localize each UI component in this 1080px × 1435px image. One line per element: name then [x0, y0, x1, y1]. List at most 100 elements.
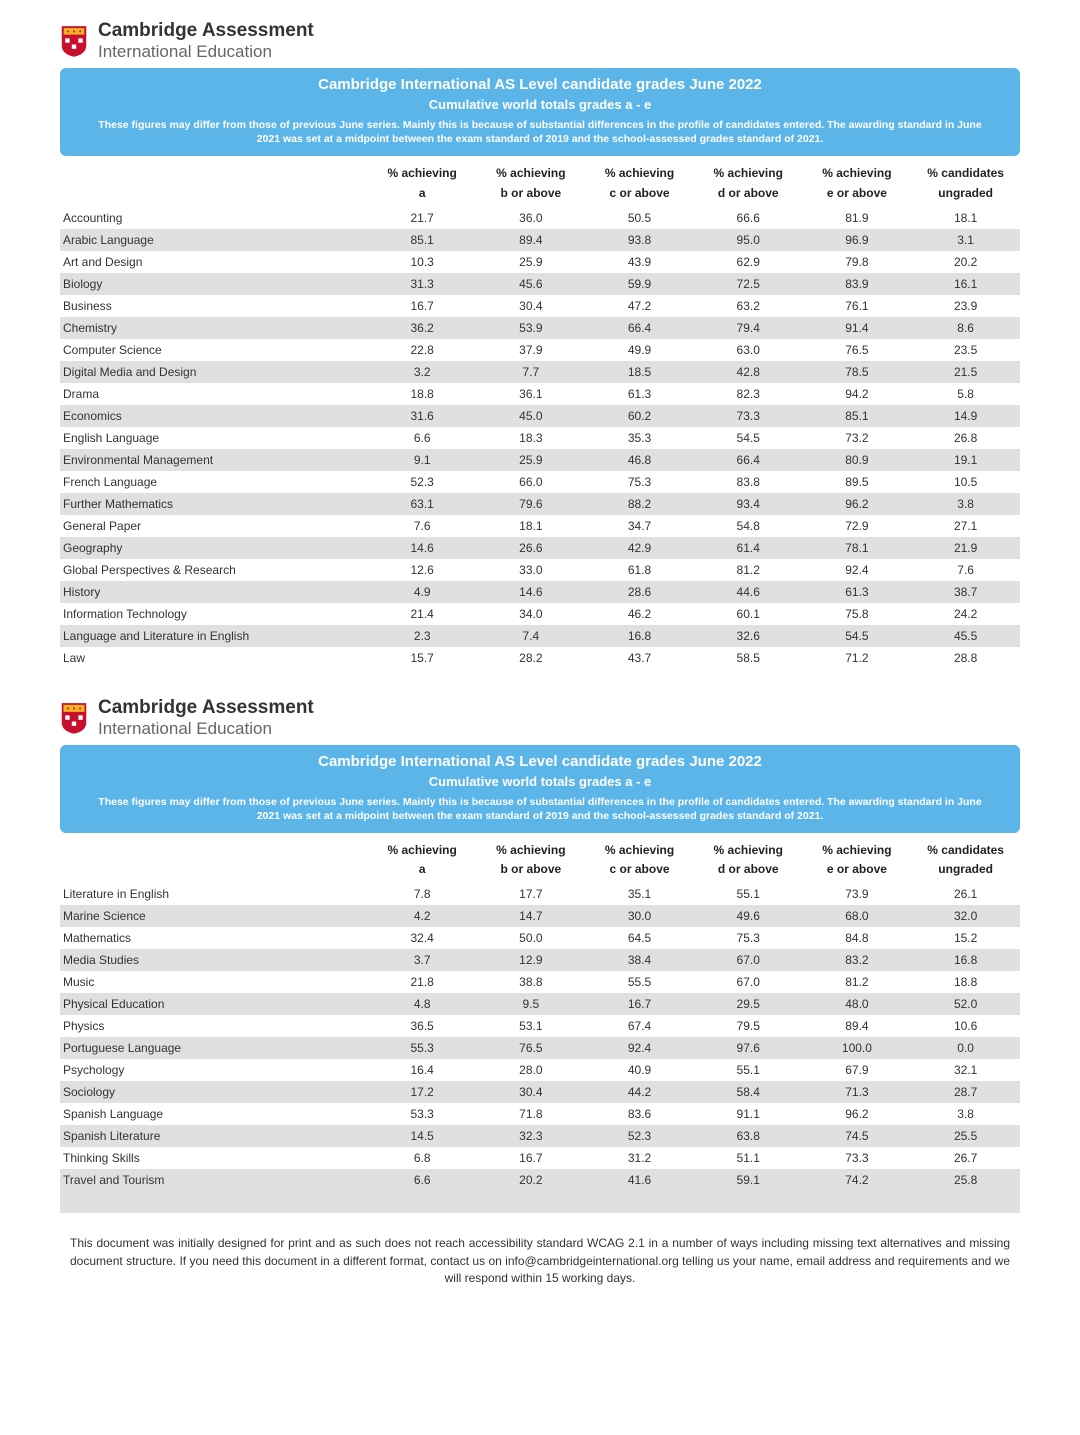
cell-subject: Digital Media and Design — [60, 361, 368, 383]
cell-subject: Thinking Skills — [60, 1147, 368, 1169]
cell-value: 45.5 — [911, 625, 1020, 647]
cell-value: 4.2 — [368, 905, 477, 927]
cell-value: 81.2 — [803, 971, 912, 993]
col-header: % achievingc or above — [585, 837, 694, 883]
cell-value: 54.5 — [694, 427, 803, 449]
table-row: Music21.838.855.567.081.218.8 — [60, 971, 1020, 993]
brand-line2: International Education — [98, 719, 314, 739]
cell-value: 19.1 — [911, 449, 1020, 471]
cell-value: 89.4 — [477, 229, 586, 251]
cell-value: 71.3 — [803, 1081, 912, 1103]
cell-value: 0.0 — [911, 1037, 1020, 1059]
cell-value: 50.0 — [477, 927, 586, 949]
cell-value: 7.6 — [911, 559, 1020, 581]
cell-subject: Marine Science — [60, 905, 368, 927]
cell-value: 14.6 — [477, 581, 586, 603]
cell-value: 83.2 — [803, 949, 912, 971]
cell-value: 59.9 — [585, 273, 694, 295]
cell-value: 54.5 — [803, 625, 912, 647]
brand-text: Cambridge Assessment International Educa… — [98, 20, 314, 62]
banner: Cambridge International AS Level candida… — [60, 68, 1020, 156]
cell-value: 25.5 — [911, 1125, 1020, 1147]
cell-value: 22.8 — [368, 339, 477, 361]
cell-value: 55.1 — [694, 883, 803, 905]
cell-value: 34.0 — [477, 603, 586, 625]
cell-value: 36.0 — [477, 207, 586, 229]
cell-value: 15.2 — [911, 927, 1020, 949]
cell-value: 12.9 — [477, 949, 586, 971]
cell-value: 17.2 — [368, 1081, 477, 1103]
cell-value: 61.3 — [803, 581, 912, 603]
brand-line1: Cambridge Assessment — [98, 20, 314, 42]
cell-value: 76.5 — [803, 339, 912, 361]
table-row: French Language52.366.075.383.889.510.5 — [60, 471, 1020, 493]
cell-value: 18.1 — [911, 207, 1020, 229]
table-row: Arabic Language85.189.493.895.096.93.1 — [60, 229, 1020, 251]
cell-subject: Portuguese Language — [60, 1037, 368, 1059]
cell-value: 20.2 — [911, 251, 1020, 273]
cell-value: 81.9 — [803, 207, 912, 229]
cell-value: 64.5 — [585, 927, 694, 949]
cell-value: 45.0 — [477, 405, 586, 427]
cell-subject: Further Mathematics — [60, 493, 368, 515]
cell-value: 28.8 — [911, 647, 1020, 669]
cell-value: 79.4 — [694, 317, 803, 339]
cell-value: 45.6 — [477, 273, 586, 295]
cell-value: 36.1 — [477, 383, 586, 405]
table-row: Economics31.645.060.273.385.114.9 — [60, 405, 1020, 427]
cell-value: 61.3 — [585, 383, 694, 405]
cell-subject: Chemistry — [60, 317, 368, 339]
cell-value: 16.8 — [585, 625, 694, 647]
cell-value: 35.1 — [585, 883, 694, 905]
cell-value: 42.9 — [585, 537, 694, 559]
cell-value: 32.0 — [911, 905, 1020, 927]
cell-subject: Physical Education — [60, 993, 368, 1015]
cell-value: 75.3 — [694, 927, 803, 949]
col-header: % achievinga — [368, 837, 477, 883]
cell-value: 26.1 — [911, 883, 1020, 905]
cell-value: 7.7 — [477, 361, 586, 383]
cell-value: 91.4 — [803, 317, 912, 339]
cell-value: 46.2 — [585, 603, 694, 625]
cell-value: 25.9 — [477, 449, 586, 471]
cell-value: 79.6 — [477, 493, 586, 515]
table-row: General Paper7.618.134.754.872.927.1 — [60, 515, 1020, 537]
cell-value: 23.9 — [911, 295, 1020, 317]
cell-subject: General Paper — [60, 515, 368, 537]
cell-value: 73.2 — [803, 427, 912, 449]
cell-value: 83.8 — [694, 471, 803, 493]
table-row: Drama18.836.161.382.394.25.8 — [60, 383, 1020, 405]
cell-value: 18.8 — [368, 383, 477, 405]
cell-value: 52.3 — [585, 1125, 694, 1147]
cell-value: 9.1 — [368, 449, 477, 471]
cell-value: 55.5 — [585, 971, 694, 993]
brand-logo: Cambridge Assessment International Educa… — [60, 20, 1020, 62]
table-row: English Language6.618.335.354.573.226.8 — [60, 427, 1020, 449]
cell-value: 93.8 — [585, 229, 694, 251]
cell-value: 3.2 — [368, 361, 477, 383]
col-header: % candidatesungraded — [911, 837, 1020, 883]
cell-value: 14.9 — [911, 405, 1020, 427]
cell-value: 25.8 — [911, 1169, 1020, 1191]
cell-value: 53.9 — [477, 317, 586, 339]
cell-value: 67.0 — [694, 949, 803, 971]
cell-value: 96.2 — [803, 1103, 912, 1125]
banner-title: Cambridge International AS Level candida… — [90, 753, 990, 770]
cell-value: 74.5 — [803, 1125, 912, 1147]
table-row: Accounting21.736.050.566.681.918.1 — [60, 207, 1020, 229]
cell-value: 88.2 — [585, 493, 694, 515]
cell-value: 9.5 — [477, 993, 586, 1015]
cell-value: 40.9 — [585, 1059, 694, 1081]
cell-value: 78.5 — [803, 361, 912, 383]
table-row: Travel and Tourism6.620.241.659.174.225.… — [60, 1169, 1020, 1191]
cell-subject: Spanish Language — [60, 1103, 368, 1125]
table-row: Literature in English7.817.735.155.173.9… — [60, 883, 1020, 905]
cell-value: 94.2 — [803, 383, 912, 405]
table-row: Biology31.345.659.972.583.916.1 — [60, 273, 1020, 295]
cell-value: 47.2 — [585, 295, 694, 317]
cell-value: 38.4 — [585, 949, 694, 971]
cell-subject: Business — [60, 295, 368, 317]
cell-value: 79.8 — [803, 251, 912, 273]
table-row: Physics36.553.167.479.589.410.6 — [60, 1015, 1020, 1037]
cell-value: 68.0 — [803, 905, 912, 927]
